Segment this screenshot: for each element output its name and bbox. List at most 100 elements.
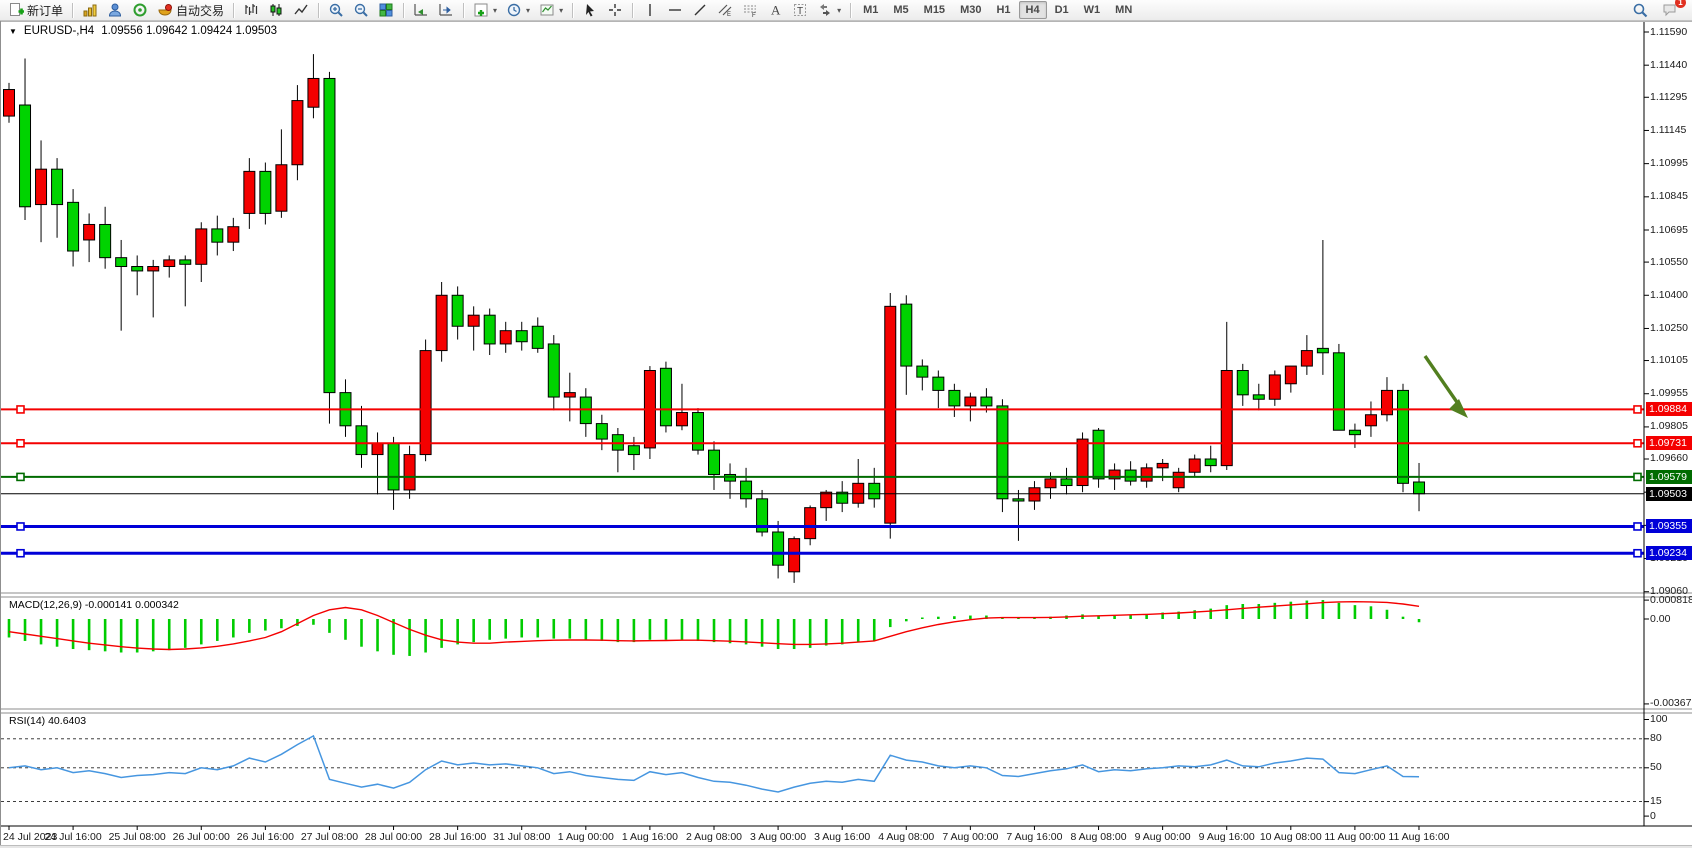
macd-signal-line (8, 600, 1420, 651)
candle-down (1204, 458, 1217, 467)
templates-button[interactable]: ▾ (535, 0, 567, 21)
rsi-label: RSI(14) 40.6403 (9, 715, 87, 727)
timeframe-h4-button[interactable]: H4 (1018, 1, 1047, 19)
pane-separator[interactable] (1, 709, 1692, 713)
fibonacci-button[interactable]: F (738, 0, 762, 21)
timeframe-m15-button[interactable]: M15 (923, 4, 946, 16)
candle-up (788, 538, 801, 573)
arrow-annotation[interactable] (1423, 355, 1468, 418)
candle-up (227, 226, 240, 243)
chevron-down-icon[interactable]: ▾ (493, 5, 498, 15)
price-tick: 1.10400 (1650, 288, 1688, 301)
bar-chart-button[interactable] (239, 0, 263, 21)
market-watch-button[interactable] (78, 0, 102, 21)
candle-up (1028, 487, 1041, 502)
auto-trading-button[interactable]: 自动交易 (153, 0, 228, 21)
equidistant-channel-button[interactable]: E (713, 0, 737, 21)
navigator-button[interactable] (128, 0, 152, 21)
search-button[interactable] (1628, 0, 1652, 21)
timeframe-h1-button[interactable]: H1 (996, 4, 1011, 16)
candle-down (179, 259, 192, 265)
data-window-button[interactable] (103, 0, 127, 21)
indicators-button[interactable]: ▾ (469, 0, 501, 21)
candle-down (1332, 352, 1345, 431)
arrows-button[interactable]: ▾ (813, 0, 845, 21)
text-label-icon: T (792, 2, 808, 18)
rsi-line (8, 734, 1420, 793)
symbol-dropdown-icon[interactable]: ▼ (9, 26, 17, 36)
price-tick: 1.09060 (1650, 585, 1688, 598)
chevron-down-icon[interactable]: ▾ (837, 5, 842, 15)
timeframe-m1-button[interactable]: M1 (863, 4, 879, 16)
timeframe-w1-button[interactable]: W1 (1083, 4, 1101, 16)
text-label-button[interactable]: T (788, 0, 812, 21)
timeframe-d1-button[interactable]: D1 (1054, 4, 1069, 16)
time-axis-label: 28 Jul 16:00 (429, 831, 487, 843)
candle-down (708, 449, 721, 475)
candle-up (1188, 458, 1201, 473)
time-axis-label: 3 Aug 00:00 (750, 831, 807, 843)
notification-badge: 1 (1675, 0, 1686, 8)
candle-up (243, 170, 256, 214)
vertical-line-button[interactable] (638, 0, 662, 21)
horizontal-level-line-1.09579[interactable] (1, 472, 1644, 482)
pane-separator[interactable] (1, 593, 1692, 597)
time-axis-label: 27 Jul 08:00 (300, 831, 359, 843)
price-level-tag: 1.09503 (1646, 486, 1692, 501)
svg-text:E: E (727, 12, 731, 18)
line-handle (16, 472, 25, 482)
time-axis-label: 11 Aug 16:00 (1388, 831, 1450, 843)
cursor-button[interactable] (578, 0, 602, 21)
horizontal-level-line-1.09884[interactable] (1, 405, 1644, 414)
candle-up (1044, 478, 1057, 489)
toolbar-right-group: 1 (1628, 0, 1688, 21)
text-button[interactable]: A (763, 0, 787, 21)
horizontal-level-line-1.09234[interactable] (1, 548, 1644, 558)
navigator-icon (132, 2, 148, 18)
toolbar-separator (632, 2, 634, 18)
candle-up (964, 396, 977, 407)
chart-canvas[interactable]: ▼ EURUSD-,H4 1.09556 1.09642 1.09424 1.0… (0, 21, 1692, 845)
new-order-button[interactable]: 新订单 (4, 0, 67, 21)
quotes-icon (82, 2, 98, 18)
auto-scroll-button[interactable] (409, 0, 433, 21)
horizontal-line-button[interactable] (663, 0, 687, 21)
crosshair-button[interactable] (603, 0, 627, 21)
candle-up (1076, 438, 1089, 487)
line-handle (1633, 522, 1642, 531)
timeframe-m30-button[interactable]: M30 (960, 4, 982, 16)
rsi-axis-tick: 15 (1650, 795, 1662, 808)
zoom-out-button[interactable] (349, 0, 373, 21)
candle-down (1012, 498, 1025, 502)
candle-up (83, 223, 96, 241)
horizontal-level-line-1.09731[interactable] (1, 438, 1644, 448)
candle-down (387, 443, 400, 491)
toolbar-separator (318, 2, 320, 18)
candle-down (627, 445, 640, 456)
chevron-down-icon[interactable]: ▾ (559, 5, 564, 15)
chart-title: ▼ EURUSD-,H4 1.09556 1.09642 1.09424 1.0… (9, 25, 277, 37)
candle-down (996, 405, 1009, 500)
ohlc-values: 1.09556 1.09642 1.09424 1.09503 (101, 25, 278, 37)
periods-icon (506, 2, 522, 18)
horizontal-level-line-1.09355[interactable] (1, 522, 1644, 531)
trendline-button[interactable] (688, 0, 712, 21)
candle-up (1156, 462, 1169, 469)
time-axis-label: 7 Aug 16:00 (1006, 831, 1063, 843)
timeframe-m5-button[interactable]: M5 (893, 4, 909, 16)
candle-down (980, 396, 993, 407)
periods-button[interactable]: ▾ (502, 0, 534, 21)
zoom-in-button[interactable] (324, 0, 348, 21)
candlestick-chart-button[interactable] (264, 0, 288, 21)
chevron-down-icon[interactable]: ▾ (526, 5, 531, 15)
chart-shift-button[interactable] (434, 0, 458, 21)
line-handle (16, 438, 25, 448)
toolbar-separator (850, 2, 852, 18)
tile-windows-button[interactable] (374, 0, 398, 21)
timeframe-mn-button[interactable]: MN (1115, 4, 1133, 16)
chat-button[interactable]: 1 (1658, 0, 1686, 21)
line-chart-button[interactable] (289, 0, 313, 21)
candle-down (451, 294, 464, 327)
candle-down (1236, 369, 1249, 396)
